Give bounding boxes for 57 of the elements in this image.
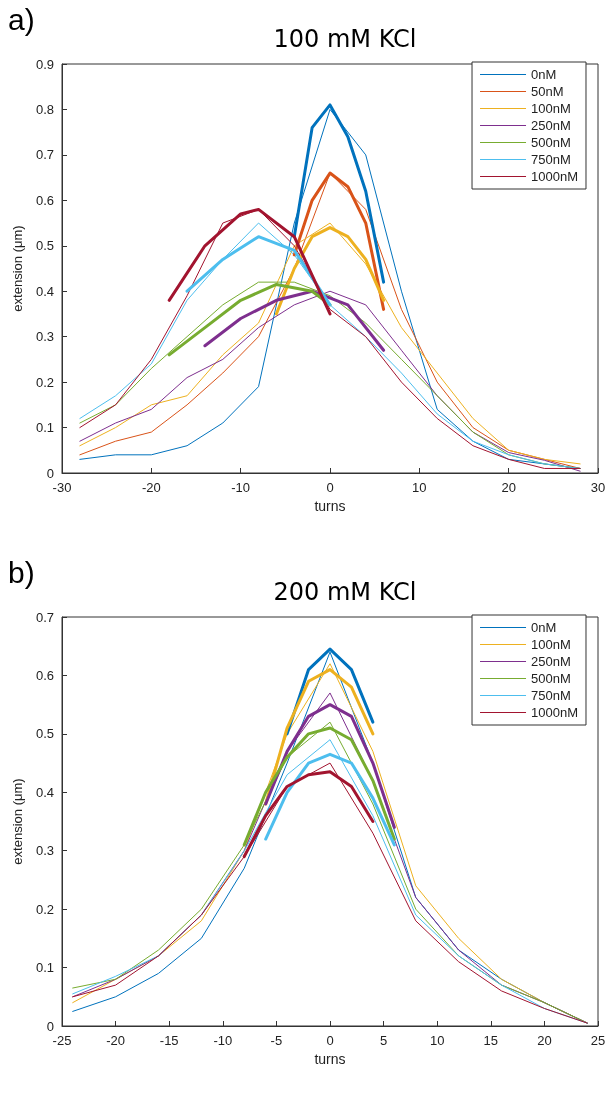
x-tick-label: 20 [501,480,516,495]
x-tick-label: 20 [537,1033,552,1048]
legend-label: 250nM [531,654,571,669]
x-tick-label: -10 [213,1033,233,1048]
y-tick-label: 0.7 [35,609,54,625]
legend-label: 1000nM [531,169,579,184]
legend-label: 1000nM [531,705,579,720]
y-tick-label: 0.6 [35,667,54,683]
x-tick-label: 30 [590,480,606,495]
legend-label: 100nM [531,101,571,116]
text: a) [8,2,35,36]
y-tick-label: 0 [46,465,54,481]
x-tick-label: -5 [270,1033,283,1048]
y-tick-label: 0.4 [35,283,54,299]
y-tick-label: 0.9 [35,56,54,72]
y-tick-label: 0.1 [35,420,54,436]
x-tick-label: 0 [326,480,334,495]
x-axis-title: turns [314,498,346,514]
legend-label: 750nM [531,152,571,167]
legend-label: 750nM [531,688,571,703]
y-tick-label: 0.8 [35,101,54,117]
x-tick-label: 10 [412,480,427,495]
x-tick-label: 25 [590,1033,606,1048]
y-tick-label: 0 [46,1018,54,1034]
legend-label: 500nM [531,671,571,686]
y-tick-label: 0.7 [35,147,54,163]
x-tick-label: -25 [52,1033,72,1048]
y-axis-title: extension (μm) [10,225,25,312]
x-tick-label: -10 [231,480,251,495]
y-tick-label: 0.2 [35,901,54,917]
y-tick-label: 0.1 [35,960,54,976]
x-tick-label: -20 [141,480,161,495]
x-tick-label: -30 [52,480,72,495]
x-tick-label: 0 [326,1033,334,1048]
legend-label: 0nM [531,620,557,635]
legend-label: 250nM [531,118,571,133]
y-tick-label: 0.4 [35,784,54,800]
x-tick-label: 10 [429,1033,445,1048]
x-tick-label: -20 [106,1033,125,1048]
y-tick-label: 0.3 [35,329,54,345]
x-tick-label: 15 [483,1033,499,1048]
x-tick-label: -15 [159,1033,179,1048]
y-tick-label: 0.2 [35,374,54,390]
y-tick-label: 0.5 [35,726,54,742]
text: b) [8,555,35,589]
x-axis-title: turns [314,1051,346,1067]
y-tick-label: 0.6 [35,192,54,208]
y-tick-label: 0.5 [35,238,54,254]
legend-label: 100nM [531,637,571,652]
y-axis-title: extension (μm) [10,778,25,865]
legend-label: 0nM [531,67,557,82]
legend-label: 50nM [531,84,564,99]
legend-label: 500nM [531,135,571,150]
chart-title: 100 mM KCl [273,25,417,53]
y-tick-label: 0.3 [35,843,54,859]
chart-title: 200 mM KCl [273,578,417,606]
x-tick-label: 5 [379,1033,388,1048]
